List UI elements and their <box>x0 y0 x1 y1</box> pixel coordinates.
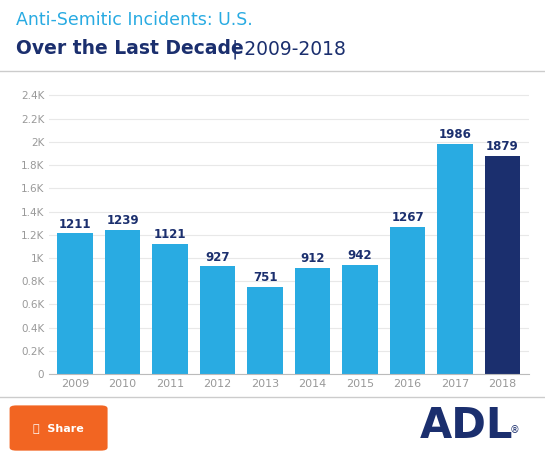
Bar <box>105 230 141 374</box>
Text: 1879: 1879 <box>486 140 519 153</box>
Bar <box>200 267 235 374</box>
Text: | 2009-2018: | 2009-2018 <box>226 39 346 58</box>
Text: 942: 942 <box>348 249 372 262</box>
Bar <box>295 268 330 374</box>
FancyBboxPatch shape <box>10 405 107 451</box>
Text: Anti-Semitic Incidents: U.S.: Anti-Semitic Incidents: U.S. <box>16 11 253 29</box>
Bar <box>247 287 283 374</box>
Text: 1239: 1239 <box>106 214 139 227</box>
Text: ADL: ADL <box>420 405 513 447</box>
Bar <box>153 244 188 374</box>
Bar <box>342 265 378 374</box>
Bar <box>57 234 93 374</box>
Bar <box>485 156 520 374</box>
Text: Over the Last Decade: Over the Last Decade <box>16 39 244 58</box>
Text: 1211: 1211 <box>59 218 92 230</box>
Text: 1986: 1986 <box>439 128 471 140</box>
Text: 751: 751 <box>253 271 277 284</box>
Text: 912: 912 <box>300 252 325 265</box>
Text: 927: 927 <box>205 251 230 263</box>
Text: ®: ® <box>510 425 519 435</box>
Bar <box>390 227 425 374</box>
Text: ⧉  Share: ⧉ Share <box>33 423 84 433</box>
Text: 1267: 1267 <box>391 211 424 224</box>
Text: 1121: 1121 <box>154 228 186 241</box>
Bar <box>437 144 473 374</box>
